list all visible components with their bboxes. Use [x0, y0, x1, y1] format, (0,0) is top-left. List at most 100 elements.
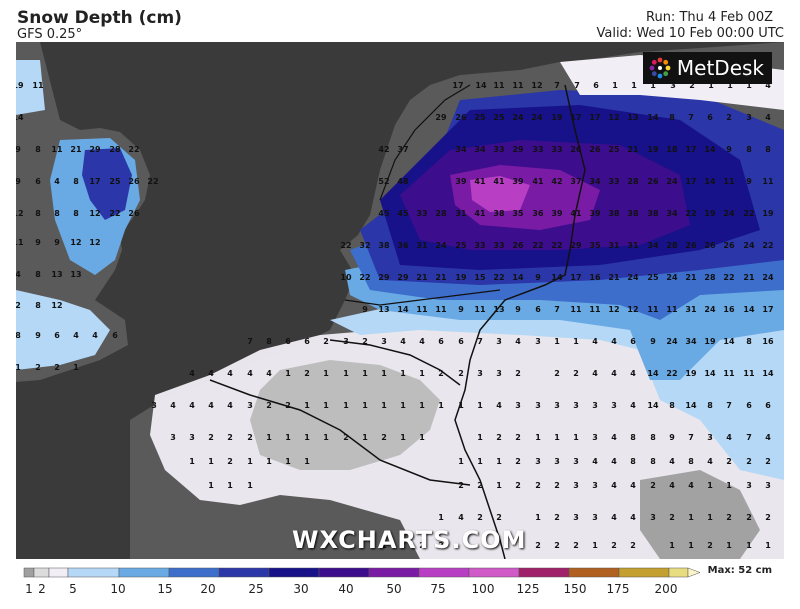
snow-depth-value: 3	[343, 337, 349, 346]
snow-depth-value: 3	[670, 81, 676, 90]
legend-tick-label: 200	[655, 582, 678, 596]
snow-depth-value: 42	[378, 145, 389, 154]
snow-depth-value: 4	[419, 337, 425, 346]
snow-depth-value: 33	[416, 209, 427, 218]
snow-depth-value: 1	[573, 433, 579, 442]
snow-depth-value: 1	[285, 457, 291, 466]
metdesk-logo-icon	[649, 57, 671, 79]
snow-depth-value: 38	[378, 241, 390, 250]
max-value-label: Max: 52 cm	[707, 565, 772, 576]
snow-depth-value: 2	[515, 369, 521, 378]
snow-depth-value: 1	[438, 513, 444, 522]
snow-depth-value: 7	[688, 433, 694, 442]
snow-depth-value: 3	[515, 401, 521, 410]
snow-depth-value: 6	[438, 337, 444, 346]
snow-depth-value: 24	[627, 273, 639, 282]
snow-depth-value: 11	[647, 305, 659, 314]
snow-depth-value: 2	[765, 457, 771, 466]
snow-depth-value: 11	[666, 305, 678, 314]
snow-depth-value: 8	[707, 401, 713, 410]
snow-depth-value: 24	[704, 305, 716, 314]
snow-depth-value: 6	[285, 337, 291, 346]
snow-depth-value: 1	[419, 369, 425, 378]
snow-depth-value: 3	[381, 337, 387, 346]
snow-depth-value: 17	[570, 273, 581, 282]
snow-depth-value: 6	[746, 401, 752, 410]
snow-depth-value: 1	[496, 457, 502, 466]
snow-depth-value: 33	[551, 145, 562, 154]
snow-depth-value: 9	[54, 238, 60, 247]
snow-depth-value: 52	[378, 177, 389, 186]
snow-depth-value: 32	[359, 241, 370, 250]
snow-depth-value: 3	[573, 457, 579, 466]
snow-depth-value: 1	[285, 369, 291, 378]
snow-depth-value: 22	[109, 209, 120, 218]
snow-depth-value: 4	[208, 401, 214, 410]
snow-depth-value: 28	[704, 273, 716, 282]
snow-depth-value: 8	[765, 145, 771, 154]
snow-depth-value: 11	[51, 145, 63, 154]
legend-swatch	[268, 567, 320, 578]
snow-depth-value: 26	[570, 145, 582, 154]
snow-depth-value: 1	[362, 401, 368, 410]
snow-depth-value: 2	[554, 513, 560, 522]
snow-depth-value: 4	[16, 270, 21, 279]
snow-depth-value: 3	[247, 401, 253, 410]
snow-depth-value: 1	[266, 457, 272, 466]
legend-tick-label: 100	[472, 582, 495, 596]
snow-depth-value: 7	[746, 433, 752, 442]
snow-depth-value: 22	[128, 145, 139, 154]
snow-depth-value: 22	[493, 273, 504, 282]
snow-depth-value: 9	[669, 433, 675, 442]
snow-depth-value: 9	[726, 145, 732, 154]
snow-depth-value: 16	[723, 305, 735, 314]
snow-depth-value: 4	[170, 401, 176, 410]
snow-depth-value: 35	[589, 241, 601, 250]
snow-depth-value: 39	[455, 177, 467, 186]
snow-depth-value: 37	[397, 145, 408, 154]
snow-depth-value: 24	[743, 241, 755, 250]
snow-depth-value: 22	[666, 369, 677, 378]
snow-depth-value: 4	[669, 457, 675, 466]
snow-depth-value: 15	[474, 273, 486, 282]
snow-depth-value: 14	[512, 273, 524, 282]
snow-depth-value: 2	[381, 433, 387, 442]
snow-depth-value: 25	[493, 113, 505, 122]
snow-depth-value: 16	[589, 273, 601, 282]
snow-depth-value: 1	[381, 369, 387, 378]
snow-depth-value: 41	[493, 177, 505, 186]
snow-depth-value: 2	[707, 541, 713, 550]
snow-depth-value: 14	[647, 369, 659, 378]
snow-depth-value: 8	[35, 270, 41, 279]
snow-depth-value: 2	[515, 481, 521, 490]
snow-depth-value: 4	[611, 513, 617, 522]
snow-depth-value: 26	[704, 241, 716, 250]
snow-depth-value: 4	[515, 337, 521, 346]
snow-depth-value: 1	[381, 541, 387, 550]
snow-depth-value: 2	[227, 433, 233, 442]
snow-depth-value: 4	[247, 369, 253, 378]
snow-depth-value: 17	[89, 177, 100, 186]
snow-depth-value: 1	[746, 81, 752, 90]
snow-depth-value: 8	[669, 401, 675, 410]
snow-depth-value: 14	[723, 337, 735, 346]
snow-depth-value: 4	[726, 433, 732, 442]
snow-depth-value: 9	[16, 177, 21, 186]
snow-depth-value: 2	[458, 481, 464, 490]
snow-depth-value: 2	[304, 369, 310, 378]
snow-depth-value: 4	[707, 457, 713, 466]
snow-depth-value: 31	[416, 241, 428, 250]
metdesk-logo: MetDesk	[642, 52, 772, 84]
snow-depth-value: 9	[746, 177, 752, 186]
snow-depth-value: 2	[285, 401, 291, 410]
snow-depth-value: 9	[458, 305, 464, 314]
snow-depth-map: 17 14 11 11 12 7 7 6 1 1 1 3 2 1 1 1 4 29 26 25 25 24 24 19 17 17…	[16, 42, 784, 559]
legend-swatch	[668, 567, 689, 578]
snow-depth-value: 2	[535, 541, 541, 550]
snow-depth-value: 26	[723, 241, 735, 250]
metdesk-logo-text: MetDesk	[676, 56, 764, 80]
snow-depth-value: 18	[666, 145, 678, 154]
snow-depth-value: 9	[362, 305, 368, 314]
snow-depth-value: 3	[535, 337, 541, 346]
chart-title: Snow Depth (cm)	[17, 8, 182, 28]
